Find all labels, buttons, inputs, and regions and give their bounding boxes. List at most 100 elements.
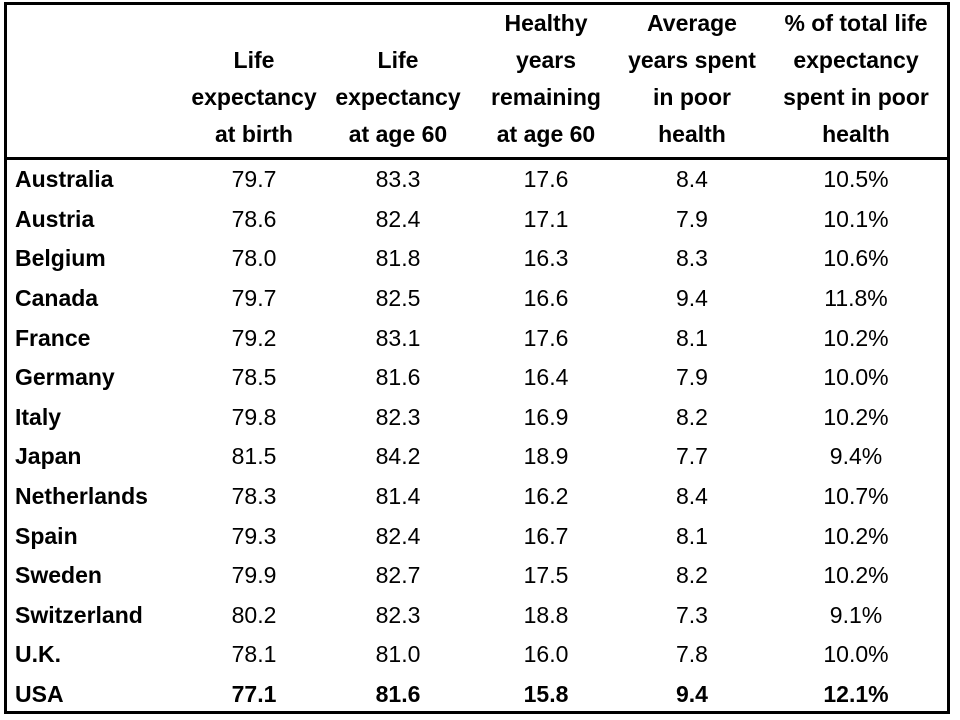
table-body: Australia 79.7 83.3 17.6 8.4 10.5% Austria 78.6… xyxy=(7,159,947,715)
table-row: Japan 81.5 84.2 18.9 7.7 9.4% xyxy=(7,437,947,477)
value-cell-poor_pct: 10.0% xyxy=(823,641,889,668)
value-cell-poor_years: 8.2 xyxy=(676,562,708,589)
value-cell-healthy_60: 16.2 xyxy=(523,483,569,510)
country-cell: Australia xyxy=(15,166,114,193)
value-cell-poor_pct: 10.1% xyxy=(823,205,889,232)
column-header-line: expectancy xyxy=(793,47,919,73)
country-cell: Spain xyxy=(15,522,78,549)
header-row: Life expectancy at birth Life expectancy at a… xyxy=(7,5,947,160)
column-header-healthy_60: Healthy years remaining at age 60 xyxy=(473,5,619,160)
value-cell-le_60: 82.3 xyxy=(375,601,421,628)
value-cell-le_60: 81.6 xyxy=(375,364,421,391)
value-cell-healthy_60: 16.9 xyxy=(523,403,569,430)
value-cell-poor_years: 7.7 xyxy=(676,443,708,470)
value-cell-poor_years: 8.3 xyxy=(676,245,708,272)
value-cell-le_60: 83.3 xyxy=(375,166,421,193)
value-cell-le_60: 82.4 xyxy=(375,205,421,232)
value-cell-le_60: 83.1 xyxy=(375,324,421,351)
column-header-line: Healthy xyxy=(504,10,588,36)
column-header-line: years xyxy=(515,47,577,73)
country-cell: USA xyxy=(15,681,64,708)
column-header-line: Life xyxy=(377,47,419,73)
value-cell-healthy_60: 16.7 xyxy=(523,522,569,549)
table-row: France 79.2 83.1 17.6 8.1 10.2% xyxy=(7,318,947,358)
value-cell-poor_pct: 12.1% xyxy=(823,681,889,708)
value-cell-le_60: 81.8 xyxy=(375,245,421,272)
value-cell-le_birth: 77.1 xyxy=(231,681,277,708)
column-header-line: at age 60 xyxy=(348,121,448,147)
value-cell-healthy_60: 17.1 xyxy=(523,205,569,232)
table-frame: Life expectancy at birth Life expectancy at a… xyxy=(4,2,950,714)
column-header-line: in poor xyxy=(653,84,731,110)
country-cell: Switzerland xyxy=(15,601,143,628)
column-header-line: expectancy xyxy=(335,84,461,110)
value-cell-le_60: 82.5 xyxy=(375,285,421,312)
value-cell-healthy_60: 16.4 xyxy=(523,364,569,391)
value-cell-poor_years: 7.9 xyxy=(676,364,708,391)
value-cell-healthy_60: 17.6 xyxy=(523,324,569,351)
column-header-line: % of total life xyxy=(784,10,928,36)
country-cell: Italy xyxy=(15,403,62,430)
country-cell: Austria xyxy=(15,205,95,232)
value-cell-le_birth: 78.6 xyxy=(231,205,277,232)
value-cell-le_60: 84.2 xyxy=(375,443,421,470)
column-header-line: health xyxy=(658,121,726,147)
value-cell-poor_pct: 9.1% xyxy=(829,601,883,628)
table-header: Life expectancy at birth Life expectancy at a… xyxy=(7,5,947,160)
column-header-line: remaining xyxy=(491,84,601,110)
column-header-country xyxy=(7,5,185,160)
value-cell-poor_years: 8.1 xyxy=(676,324,708,351)
table-row: Spain 79.3 82.4 16.7 8.1 10.2% xyxy=(7,516,947,556)
value-cell-le_60: 81.6 xyxy=(375,681,421,708)
value-cell-le_60: 82.4 xyxy=(375,522,421,549)
column-header-line: Average xyxy=(647,10,737,36)
table-row: USA 77.1 81.6 15.8 9.4 12.1% xyxy=(7,675,947,715)
value-cell-le_birth: 78.1 xyxy=(231,641,277,668)
value-cell-le_birth: 79.3 xyxy=(231,522,277,549)
value-cell-le_birth: 80.2 xyxy=(231,601,277,628)
table-row: Netherlands 78.3 81.4 16.2 8.4 10.7% xyxy=(7,477,947,517)
value-cell-poor_pct: 10.2% xyxy=(823,403,889,430)
value-cell-le_birth: 78.3 xyxy=(231,483,277,510)
column-header-poor_pct: % of total life expectancy spent in poor he… xyxy=(765,5,947,160)
table-row: Germany 78.5 81.6 16.4 7.9 10.0% xyxy=(7,358,947,398)
value-cell-poor_pct: 10.2% xyxy=(823,324,889,351)
table-row: U.K. 78.1 81.0 16.0 7.8 10.0% xyxy=(7,635,947,675)
value-cell-healthy_60: 17.5 xyxy=(523,562,569,589)
value-cell-poor_years: 7.3 xyxy=(676,601,708,628)
value-cell-poor_pct: 10.6% xyxy=(823,245,889,272)
value-cell-poor_years: 9.4 xyxy=(676,681,708,708)
column-header-le_60: Life expectancy at age 60 xyxy=(323,5,473,160)
value-cell-poor_years: 8.2 xyxy=(676,403,708,430)
column-header-line: spent in poor xyxy=(783,84,929,110)
country-cell: Netherlands xyxy=(15,483,148,510)
value-cell-poor_years: 7.9 xyxy=(676,205,708,232)
country-cell: France xyxy=(15,324,91,351)
value-cell-le_birth: 81.5 xyxy=(231,443,277,470)
table-row: Australia 79.7 83.3 17.6 8.4 10.5% xyxy=(7,159,947,200)
value-cell-poor_pct: 10.2% xyxy=(823,562,889,589)
value-cell-le_birth: 78.5 xyxy=(231,364,277,391)
table-row: Belgium 78.0 81.8 16.3 8.3 10.6% xyxy=(7,239,947,279)
column-header-poor_years: Average years spent in poor health xyxy=(619,5,765,160)
table-row: Italy 79.8 82.3 16.9 8.2 10.2% xyxy=(7,398,947,438)
table-row: Sweden 79.9 82.7 17.5 8.2 10.2% xyxy=(7,556,947,596)
table-row: Austria 78.6 82.4 17.1 7.9 10.1% xyxy=(7,200,947,240)
value-cell-healthy_60: 16.3 xyxy=(523,245,569,272)
value-cell-poor_years: 8.1 xyxy=(676,522,708,549)
value-cell-poor_years: 8.4 xyxy=(676,483,708,510)
column-header-le_birth: Life expectancy at birth xyxy=(185,5,323,160)
column-header-line: Life xyxy=(233,47,275,73)
value-cell-le_birth: 78.0 xyxy=(231,245,277,272)
column-header-line: expectancy xyxy=(191,84,317,110)
value-cell-poor_pct: 10.7% xyxy=(823,483,889,510)
value-cell-le_birth: 79.8 xyxy=(231,403,277,430)
column-header-line: at birth xyxy=(215,121,293,147)
value-cell-healthy_60: 16.6 xyxy=(523,285,569,312)
column-header-line: at age 60 xyxy=(496,121,596,147)
value-cell-poor_years: 9.4 xyxy=(676,285,708,312)
value-cell-healthy_60: 18.8 xyxy=(523,601,569,628)
value-cell-poor_pct: 10.2% xyxy=(823,522,889,549)
value-cell-le_birth: 79.9 xyxy=(231,562,277,589)
country-cell: U.K. xyxy=(15,641,61,668)
